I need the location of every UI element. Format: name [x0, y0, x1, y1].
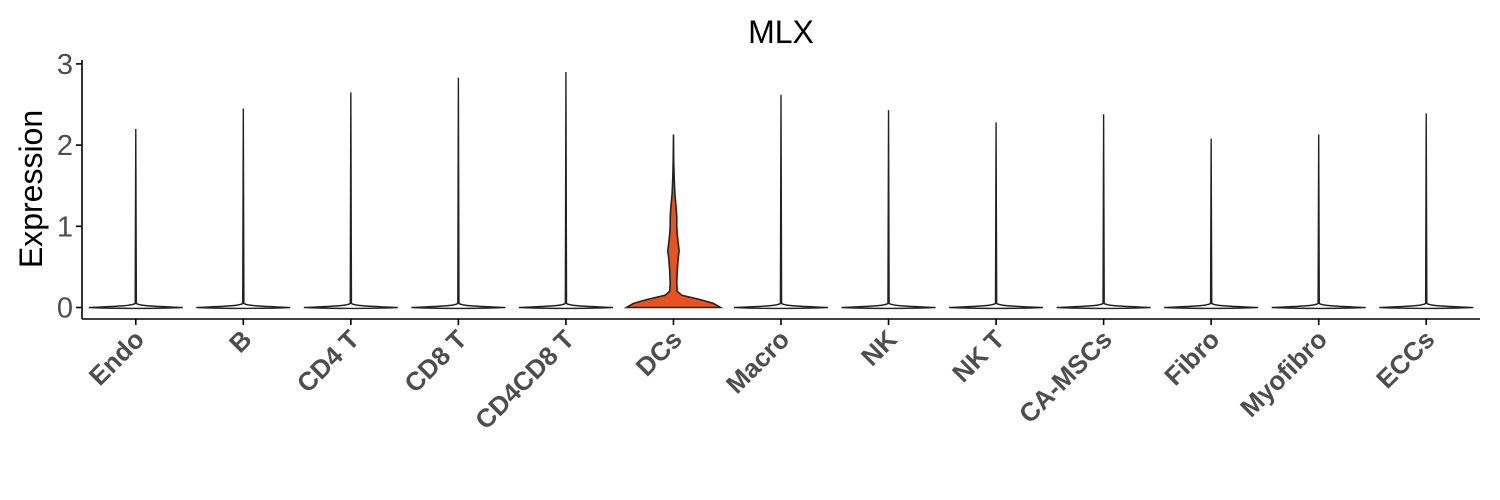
violin-shape	[841, 110, 936, 310]
violin-shape	[518, 72, 613, 310]
violin-cd4cd8-t	[518, 72, 613, 310]
x-tick-label-cd8-t: CD8 T	[398, 324, 472, 398]
violin-shape	[1056, 114, 1151, 310]
x-tick-label-cd4-t: CD4 T	[291, 324, 365, 398]
violin-group	[88, 72, 1474, 310]
x-tick-label-eccs: ECCs	[1370, 324, 1440, 394]
x-tick-label-b: B	[223, 324, 257, 358]
chart-title: MLX	[748, 14, 814, 50]
violin-macro	[733, 94, 829, 310]
x-tick-label-endo: Endo	[83, 324, 150, 391]
violin-b	[196, 108, 291, 310]
violin-ca-mscs	[1056, 114, 1151, 310]
x-tick-label-nk-t: NK T	[946, 324, 1010, 388]
violin-shape	[623, 134, 724, 309]
x-tick-label-nk: NK	[855, 324, 903, 372]
y-axis-ticks: 0 1 2 3	[57, 49, 82, 325]
x-tick-label-macro: Macro	[720, 324, 795, 399]
violin-eccs	[1379, 113, 1474, 310]
violin-shape	[1379, 113, 1474, 310]
x-tick-label-cd4cd8-t: CD4CD8 T	[469, 324, 580, 435]
y-axis-label: Expression	[13, 110, 49, 268]
y-tick-label: 0	[57, 293, 73, 325]
x-tick-label-ca-mscs: CA-MSCs	[1013, 324, 1118, 429]
violin-nk-t	[949, 122, 1044, 310]
violin-shape	[949, 122, 1044, 310]
violin-shape	[88, 128, 183, 310]
y-tick-label: 2	[57, 130, 73, 162]
violin-shape	[196, 108, 291, 310]
x-tick-label-dcs: DCs	[630, 324, 688, 382]
violin-shape	[1271, 134, 1366, 310]
violin-cd4-t	[303, 92, 398, 310]
x-tick-label-fibro: Fibro	[1158, 324, 1225, 391]
x-tick-label-myofibro: Myofibro	[1234, 324, 1333, 423]
violin-dcs	[623, 134, 724, 309]
violin-shape	[733, 94, 829, 310]
violin-fibro	[1164, 138, 1259, 310]
y-tick-label: 3	[57, 49, 73, 81]
y-tick-label: 1	[57, 211, 73, 243]
violin-myofibro	[1271, 134, 1366, 310]
violin-shape	[303, 92, 398, 310]
violin-shape	[1164, 138, 1259, 310]
violin-shape	[411, 77, 506, 310]
violin-endo	[88, 128, 183, 310]
violin-nk	[841, 110, 936, 310]
violin-cd8-t	[411, 77, 506, 310]
